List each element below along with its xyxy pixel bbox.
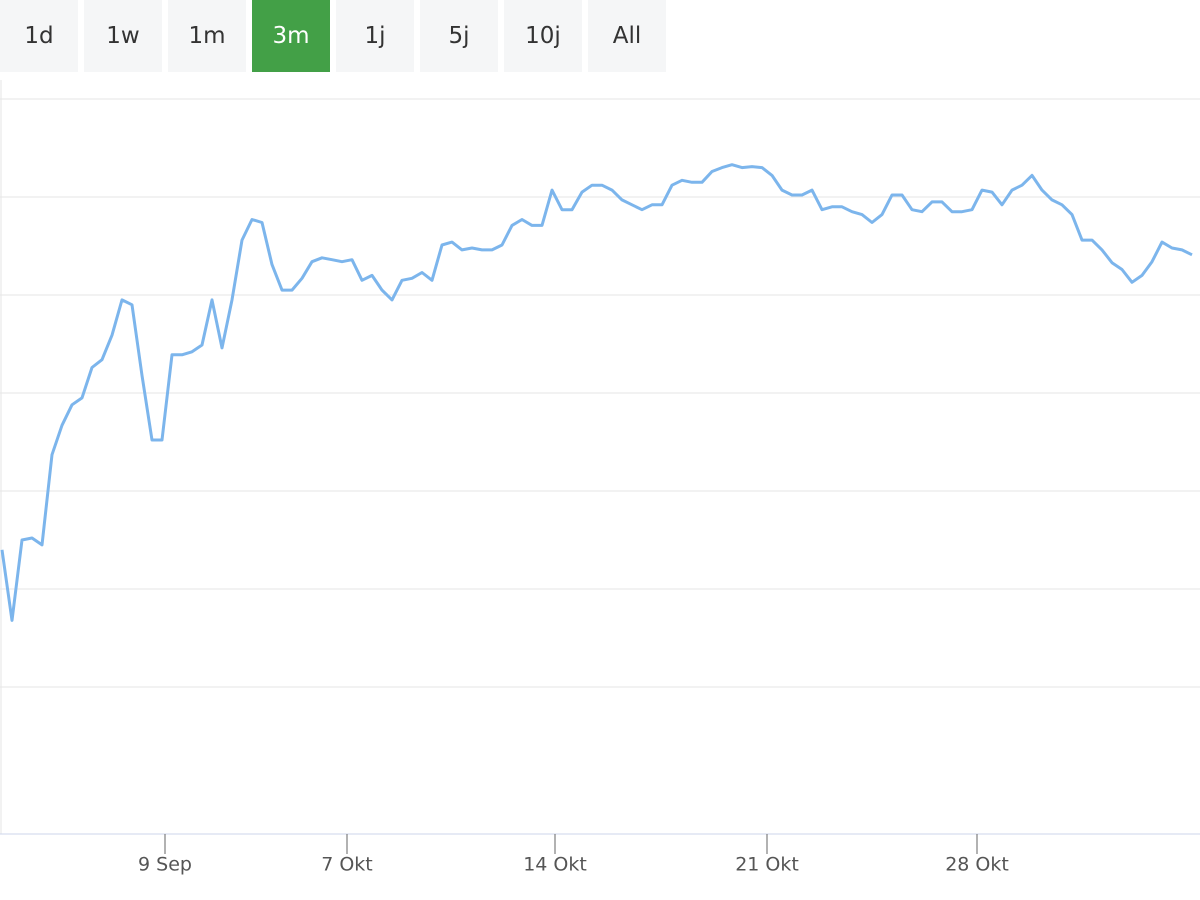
range-selector: 1d 1w 1m 3m 1j 5j 10j All — [0, 0, 666, 72]
range-button[interactable]: All — [588, 0, 666, 72]
range-button[interactable]: 1j — [336, 0, 414, 72]
x-tick-label: 14 Okt — [523, 854, 587, 876]
price-line — [0, 163, 1193, 622]
range-button[interactable]: 10j — [504, 0, 582, 72]
range-button[interactable]: 1d — [0, 0, 78, 72]
range-button[interactable]: 3m — [252, 0, 330, 72]
range-button[interactable]: 5j — [420, 0, 498, 72]
x-tick-label: 9 Sep — [138, 854, 192, 876]
x-tick-label: 21 Okt — [735, 854, 799, 876]
x-tick-label: 7 Okt — [321, 854, 373, 876]
x-tick-label: 28 Okt — [945, 854, 1009, 876]
range-button[interactable]: 1w — [84, 0, 162, 72]
range-button[interactable]: 1m — [168, 0, 246, 72]
